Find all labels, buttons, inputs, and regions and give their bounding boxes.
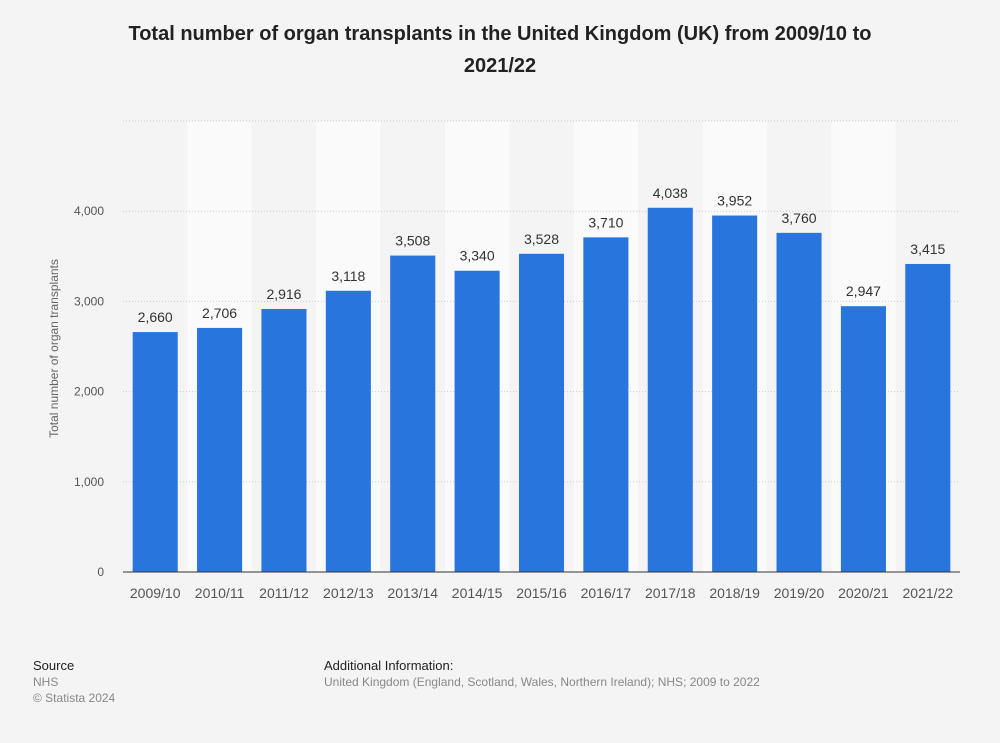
copyright-text: © Statista 2024 [33, 691, 116, 705]
bar [647, 207, 693, 572]
x-tick-label: 2021/22 [903, 585, 954, 601]
x-tick-label: 2020/21 [838, 585, 889, 601]
bar [454, 270, 500, 572]
source-name[interactable]: NHS [33, 675, 59, 689]
x-tick-label: 2017/18 [645, 585, 696, 601]
bar [712, 215, 758, 572]
bar [390, 255, 436, 572]
bar [583, 237, 629, 572]
bar [197, 327, 243, 572]
x-tick-label: 2015/16 [516, 585, 567, 601]
x-tick-label: 2012/13 [323, 585, 374, 601]
y-tick-label: 0 [97, 565, 104, 579]
x-tick-label: 2013/14 [387, 585, 438, 601]
value-label: 3,952 [717, 193, 752, 209]
x-axis-ticks: 2009/10 2010/11 2011/12 2012/13 2013/14 2014/… [130, 585, 953, 601]
bar [905, 263, 951, 572]
x-tick-label: 2018/19 [709, 585, 760, 601]
bar [518, 253, 565, 572]
additional-info-heading: Additional Information: [324, 658, 454, 673]
y-tick-label: 1,000 [74, 475, 104, 489]
y-axis-ticks: 0 1,000 2,000 3,000 4,000 [74, 204, 104, 579]
value-label: 3,415 [910, 241, 945, 257]
x-tick-label: 2019/20 [774, 585, 825, 601]
bar [132, 332, 178, 572]
x-tick-label: 2016/17 [581, 585, 632, 601]
value-label: 2,660 [138, 309, 173, 325]
additional-info-text: United Kingdom (England, Scotland, Wales… [324, 675, 760, 689]
chart-title: Total number of organ transplants in the… [128, 23, 872, 77]
value-label: 4,038 [653, 185, 688, 201]
value-label: 3,760 [782, 210, 817, 226]
value-label: 2,916 [266, 286, 301, 302]
x-tick-label: 2011/12 [259, 585, 309, 601]
y-tick-label: 3,000 [74, 294, 104, 308]
y-tick-label: 2,000 [74, 385, 104, 399]
value-label: 3,710 [588, 214, 623, 230]
value-label: 3,528 [524, 231, 559, 247]
bar [261, 308, 307, 572]
value-label: 3,340 [460, 248, 495, 264]
bars [132, 207, 951, 572]
x-tick-label: 2009/10 [130, 585, 181, 601]
y-axis-label: Total number of organ transplants [47, 259, 61, 438]
source-section: Source NHS © Statista 2024 [33, 658, 115, 706]
value-label: 2,947 [846, 283, 881, 299]
source-heading: Source [33, 658, 75, 673]
value-labels: 2,660 2,706 2,916 3,118 3,508 3,340 3,528 3,710… [138, 185, 946, 325]
y-tick-label: 4,000 [74, 204, 104, 218]
x-tick-label: 2014/15 [452, 585, 503, 601]
bar [325, 290, 371, 572]
bar [840, 306, 886, 572]
value-label: 2,706 [202, 305, 237, 321]
additional-info-section: Additional Information: United Kingdom (… [324, 658, 760, 690]
x-tick-label: 2010/11 [195, 585, 245, 601]
value-label: 3,508 [395, 233, 430, 249]
value-label: 3,118 [331, 268, 365, 284]
bar [776, 232, 822, 572]
bar-chart: 0 1,000 2,000 3,000 4,000 2,660 2,706 2,916 3,1… [47, 120, 960, 601]
